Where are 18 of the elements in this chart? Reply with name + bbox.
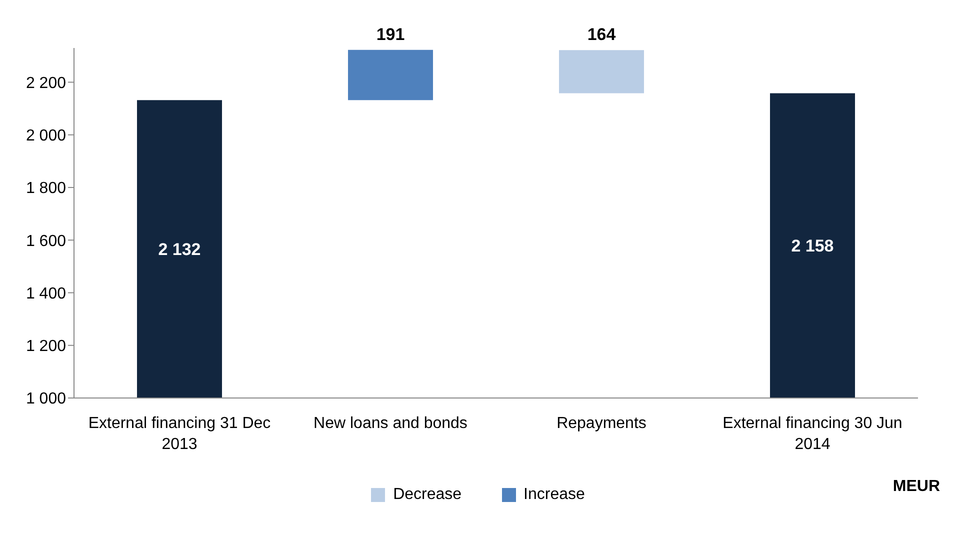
y-tick-label: 1 400 bbox=[26, 285, 66, 302]
y-tick-label: 1 800 bbox=[26, 180, 66, 198]
y-tick-label: 2 200 bbox=[26, 74, 66, 92]
legend-label: Decrease bbox=[393, 486, 462, 504]
x-tick-label: New loans and bonds bbox=[314, 415, 468, 432]
data-label: 164 bbox=[587, 25, 616, 44]
data-label: 2 132 bbox=[158, 240, 201, 260]
text: MEUR bbox=[892, 478, 940, 496]
y-tick-label: 1 200 bbox=[26, 338, 66, 356]
y-tick-label: 2 000 bbox=[26, 128, 66, 145]
x-tick-label: External financing 30 Jun 2014 bbox=[722, 415, 902, 453]
x-tick-label: External financing 31 Dec 2013 bbox=[88, 415, 271, 453]
y-tick-label: 1 600 bbox=[26, 232, 66, 250]
legend-label: Increase bbox=[524, 486, 585, 504]
data-label: 191 bbox=[376, 24, 405, 44]
data-label: 2 158 bbox=[791, 236, 834, 256]
x-tick-label: Repayments bbox=[556, 415, 646, 432]
y-tick-label: 1 000 bbox=[26, 390, 66, 408]
